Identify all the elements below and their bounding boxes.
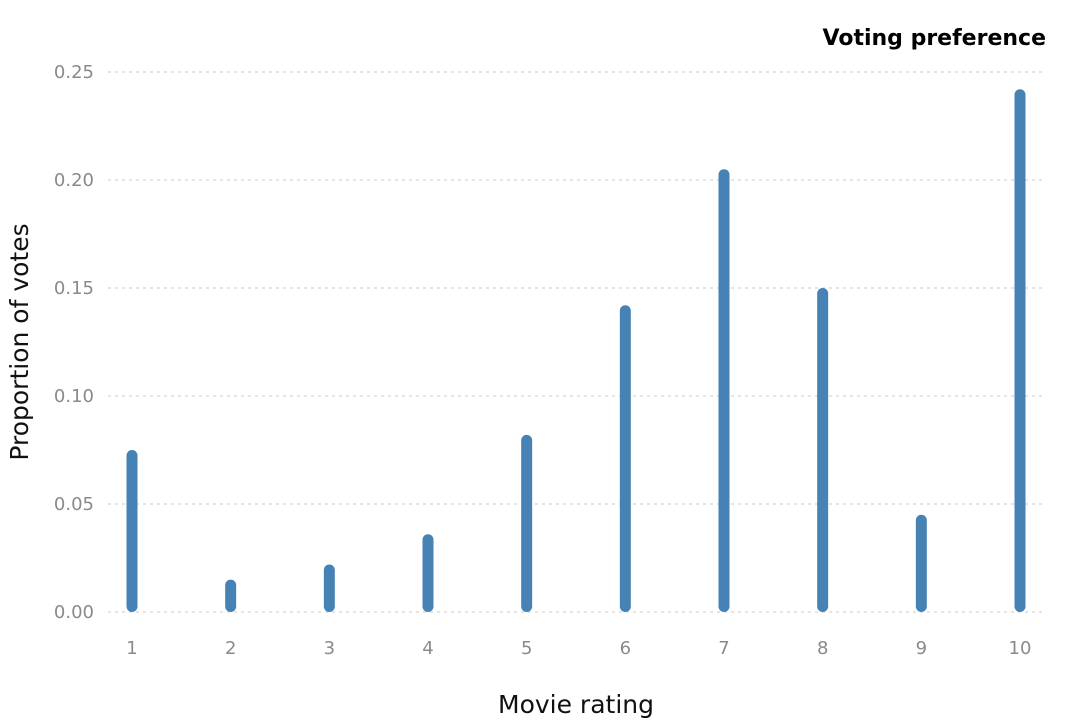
y-axis-title: Proportion of votes (5, 223, 34, 460)
bar-rating-9 (915, 514, 927, 612)
bar-rating-2 (225, 579, 237, 612)
x-tick-label: 3 (324, 638, 335, 659)
bar-rating-8 (817, 288, 829, 612)
y-tick-labels: 0.00 0.05 0.10 0.15 0.20 0.25 (54, 62, 94, 623)
x-axis-title: Movie rating (498, 690, 654, 719)
x-tick-label: 6 (620, 638, 631, 659)
bar-rating-5 (521, 434, 533, 612)
bar-rating-1 (126, 450, 138, 612)
chart-title: Voting preference (823, 26, 1046, 51)
x-tick-label: 10 (1009, 638, 1032, 659)
bars (126, 89, 1026, 612)
y-tick-label: 0.25 (54, 62, 94, 83)
bar-rating-4 (422, 534, 434, 612)
gridlines (108, 71, 1046, 613)
y-tick-label: 0.00 (54, 602, 94, 623)
x-tick-label: 1 (126, 638, 137, 659)
bar-rating-3 (323, 564, 335, 612)
bar-rating-6 (619, 305, 631, 612)
y-tick-label: 0.20 (54, 170, 94, 191)
bar-rating-10 (1014, 89, 1026, 612)
x-tick-labels: 1 2 3 4 5 6 7 8 9 10 (126, 638, 1031, 659)
y-tick-label: 0.05 (54, 494, 94, 515)
x-tick-label: 9 (916, 638, 927, 659)
x-tick-label: 5 (521, 638, 532, 659)
x-tick-label: 8 (817, 638, 828, 659)
bar-rating-7 (718, 169, 730, 612)
y-tick-label: 0.15 (54, 278, 94, 299)
x-tick-label: 2 (225, 638, 236, 659)
x-tick-label: 7 (718, 638, 729, 659)
y-tick-label: 0.10 (54, 386, 94, 407)
x-tick-label: 4 (422, 638, 433, 659)
